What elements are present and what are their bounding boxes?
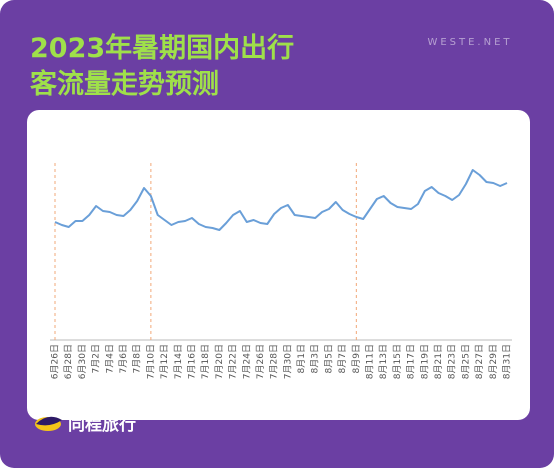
x-tick-label: 8月25日 <box>460 344 471 379</box>
x-tick-label: 7月8日 <box>132 344 143 373</box>
watermark: WESTE.NET <box>427 37 512 48</box>
x-tick-label: 8月9日 <box>351 344 362 373</box>
x-tick-label: 7月14日 <box>173 344 184 379</box>
x-tick-label: 8月5日 <box>323 344 334 373</box>
x-tick-label: 8月13日 <box>378 344 389 379</box>
x-tick-label: 6月26日 <box>50 344 61 379</box>
x-tick-label: 8月29日 <box>488 344 499 379</box>
title-line: 客流量走势预测 <box>30 68 219 100</box>
x-tick-label: 8月11日 <box>365 344 376 379</box>
x-tick-label: 7月24日 <box>241 344 252 379</box>
chart-panel <box>27 110 530 420</box>
x-tick-label: 7月16日 <box>186 344 197 379</box>
x-tick-label: 8月19日 <box>419 344 430 379</box>
x-tick-label: 8月23日 <box>447 344 458 379</box>
x-tick-label: 7月4日 <box>104 344 115 373</box>
x-tick-label: 8月17日 <box>406 344 417 379</box>
x-tick-label: 8月31日 <box>502 344 513 379</box>
x-tick-label: 7月28日 <box>269 344 280 379</box>
x-tick-label: 7月12日 <box>159 344 170 379</box>
x-tick-label: 8月27日 <box>474 344 485 379</box>
x-tick-label: 8月3日 <box>310 344 321 373</box>
x-tick-label: 7月6日 <box>118 344 129 373</box>
x-tick-label: 8月21日 <box>433 344 444 379</box>
x-tick-label: 8月1日 <box>296 344 307 373</box>
x-tick-label: 6月30日 <box>77 344 88 379</box>
x-tick-label: 7月10日 <box>145 344 156 379</box>
x-tick-label: 7月2日 <box>91 344 102 373</box>
x-tick-label: 7月22日 <box>228 344 239 379</box>
x-tick-label: 8月7日 <box>337 344 348 373</box>
title-line: 2023年暑期国内出行 <box>30 32 294 64</box>
x-tick-label: 7月18日 <box>200 344 211 379</box>
x-tick-label: 7月26日 <box>255 344 266 379</box>
x-tick-label: 6月28日 <box>63 344 74 379</box>
brand-logo <box>35 416 62 431</box>
x-tick-label: 7月20日 <box>214 344 225 379</box>
x-tick-label: 7月30日 <box>282 344 293 379</box>
x-tick-label: 8月15日 <box>392 344 403 379</box>
brand-name: 同程旅行 <box>68 414 136 435</box>
data-line <box>54 169 508 231</box>
